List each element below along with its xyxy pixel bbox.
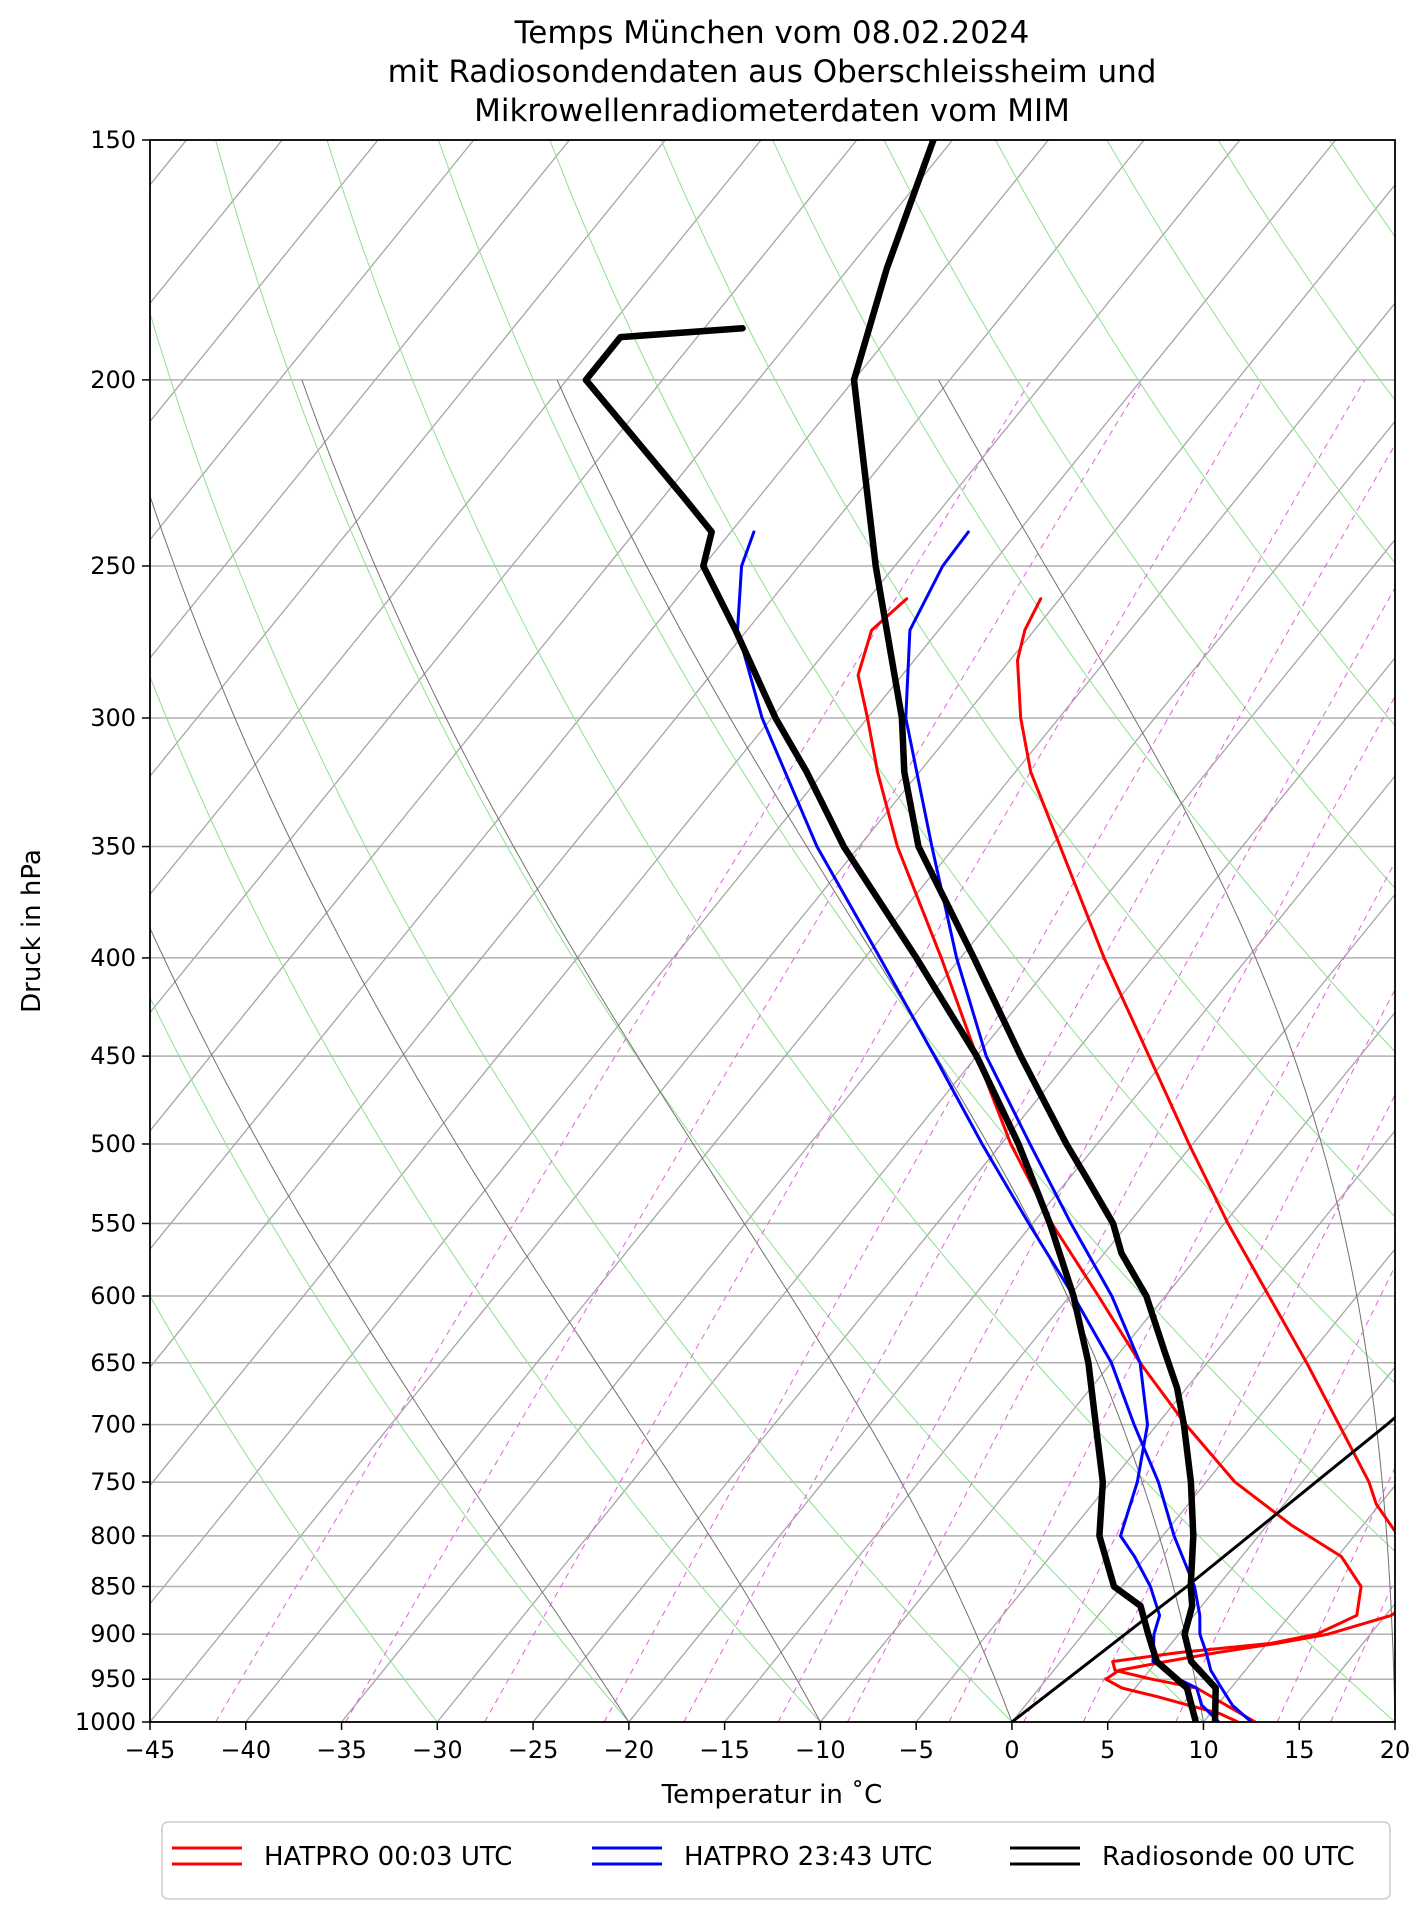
- y-tick-label: 450: [90, 1042, 136, 1070]
- y-tick-label: 650: [90, 1349, 136, 1377]
- y-tick-label: 250: [90, 552, 136, 580]
- legend-label: Radiosonde 00 UTC: [1102, 1842, 1355, 1872]
- title-line-3: Mikrowellenradiometerdaten vom MIM: [474, 93, 1070, 129]
- x-tick-label: 0: [1004, 1736, 1019, 1764]
- y-tick-label: 150: [90, 126, 136, 154]
- legend-label: HATPRO 00:03 UTC: [264, 1842, 512, 1872]
- y-tick-label: 950: [90, 1665, 136, 1693]
- x-tick-label: −40: [220, 1736, 271, 1764]
- y-tick-label: 200: [90, 366, 136, 394]
- legend: HATPRO 00:03 UTC HATPRO 23:43 UTC Radioson…: [162, 1822, 1390, 1899]
- y-tick-label: 850: [90, 1572, 136, 1600]
- y-tick-label: 800: [90, 1522, 136, 1550]
- x-tick-label: −25: [508, 1736, 559, 1764]
- x-tick-label: −5: [898, 1736, 933, 1764]
- y-tick-label: 1000: [75, 1708, 136, 1736]
- x-tick-label: 20: [1380, 1736, 1411, 1764]
- y-tick-label: 750: [90, 1468, 136, 1496]
- x-tick-label: −10: [795, 1736, 846, 1764]
- y-tick-label: 600: [90, 1282, 136, 1310]
- title-line-2: mit Radiosondendaten aus Oberschleisshei…: [388, 54, 1157, 90]
- x-tick-label: 10: [1188, 1736, 1219, 1764]
- y-tick-label: 700: [90, 1411, 136, 1439]
- x-tick-label: 5: [1100, 1736, 1115, 1764]
- x-axis-label: Temperatur in ˚C: [661, 1780, 883, 1810]
- y-axis-label: Druck in hPa: [17, 849, 47, 1013]
- x-tick-label: 15: [1284, 1736, 1315, 1764]
- y-tick-label: 400: [90, 944, 136, 972]
- x-tick-label: −15: [699, 1736, 750, 1764]
- x-tick-label: −35: [316, 1736, 367, 1764]
- title-line-1: Temps München vom 08.02.2024: [514, 15, 1030, 51]
- y-tick-label: 900: [90, 1620, 136, 1648]
- x-tick-label: −20: [604, 1736, 655, 1764]
- x-tick-label: −45: [125, 1736, 176, 1764]
- y-tick-label: 500: [90, 1130, 136, 1158]
- y-tick-label: 350: [90, 833, 136, 861]
- legend-label: HATPRO 23:43 UTC: [684, 1842, 932, 1872]
- y-tick-label: 300: [90, 704, 136, 732]
- x-tick-label: −30: [412, 1736, 463, 1764]
- y-tick-label: 550: [90, 1209, 136, 1237]
